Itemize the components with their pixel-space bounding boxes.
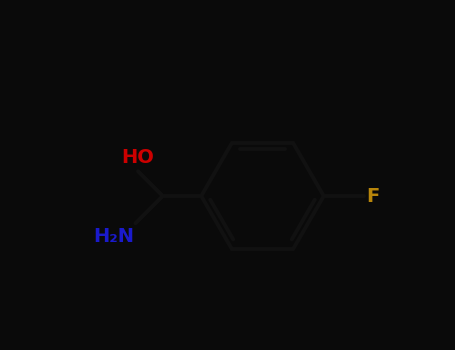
Text: H₂N: H₂N bbox=[93, 228, 134, 246]
Text: F: F bbox=[366, 187, 379, 205]
Text: HO: HO bbox=[121, 148, 154, 167]
